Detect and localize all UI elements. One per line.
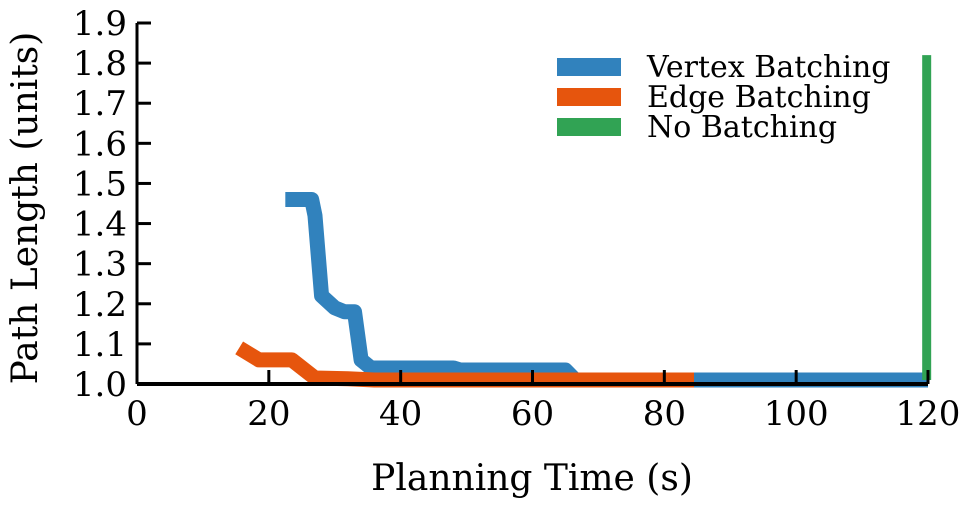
x-tick-label: 40 <box>379 394 422 434</box>
y-tick-label: 1.4 <box>73 205 127 245</box>
series-layer <box>235 55 932 388</box>
y-axis-title: Path Length (units) <box>5 32 46 385</box>
legend-label: Vertex Batching <box>646 50 891 85</box>
x-tick-label: 80 <box>643 394 686 434</box>
y-tick-label: 1.6 <box>73 124 127 164</box>
y-ticks: 1.01.11.21.31.41.51.61.71.81.9 <box>73 4 151 405</box>
legend-swatch <box>557 58 621 76</box>
legend-label: No Batching <box>647 110 837 145</box>
y-tick-label: 1.2 <box>73 285 127 325</box>
x-tick-label: 20 <box>247 394 290 434</box>
x-tick-label: 0 <box>126 394 148 434</box>
y-tick-label: 1.0 <box>73 365 127 405</box>
y-tick-label: 1.7 <box>73 84 127 124</box>
series-line-edge-batching <box>235 341 694 388</box>
y-tick-label: 1.8 <box>73 44 127 84</box>
y-tick-label: 1.1 <box>73 325 127 365</box>
y-tick-label: 1.3 <box>73 245 127 285</box>
x-tick-label: 120 <box>896 394 961 434</box>
x-tick-label: 60 <box>511 394 554 434</box>
x-ticks: 0 20 40 60 80 100 120 <box>126 370 960 434</box>
legend-swatch <box>557 88 621 106</box>
x-tick-label: 100 <box>764 394 829 434</box>
y-tick-label: 1.9 <box>73 4 127 44</box>
legend-label: Edge Batching <box>647 80 871 115</box>
x-axis-title: Planning Time (s) <box>371 458 693 499</box>
series-line-vertex-batching <box>285 191 928 388</box>
y-tick-label: 1.5 <box>73 164 127 204</box>
legend-swatch <box>557 118 621 136</box>
